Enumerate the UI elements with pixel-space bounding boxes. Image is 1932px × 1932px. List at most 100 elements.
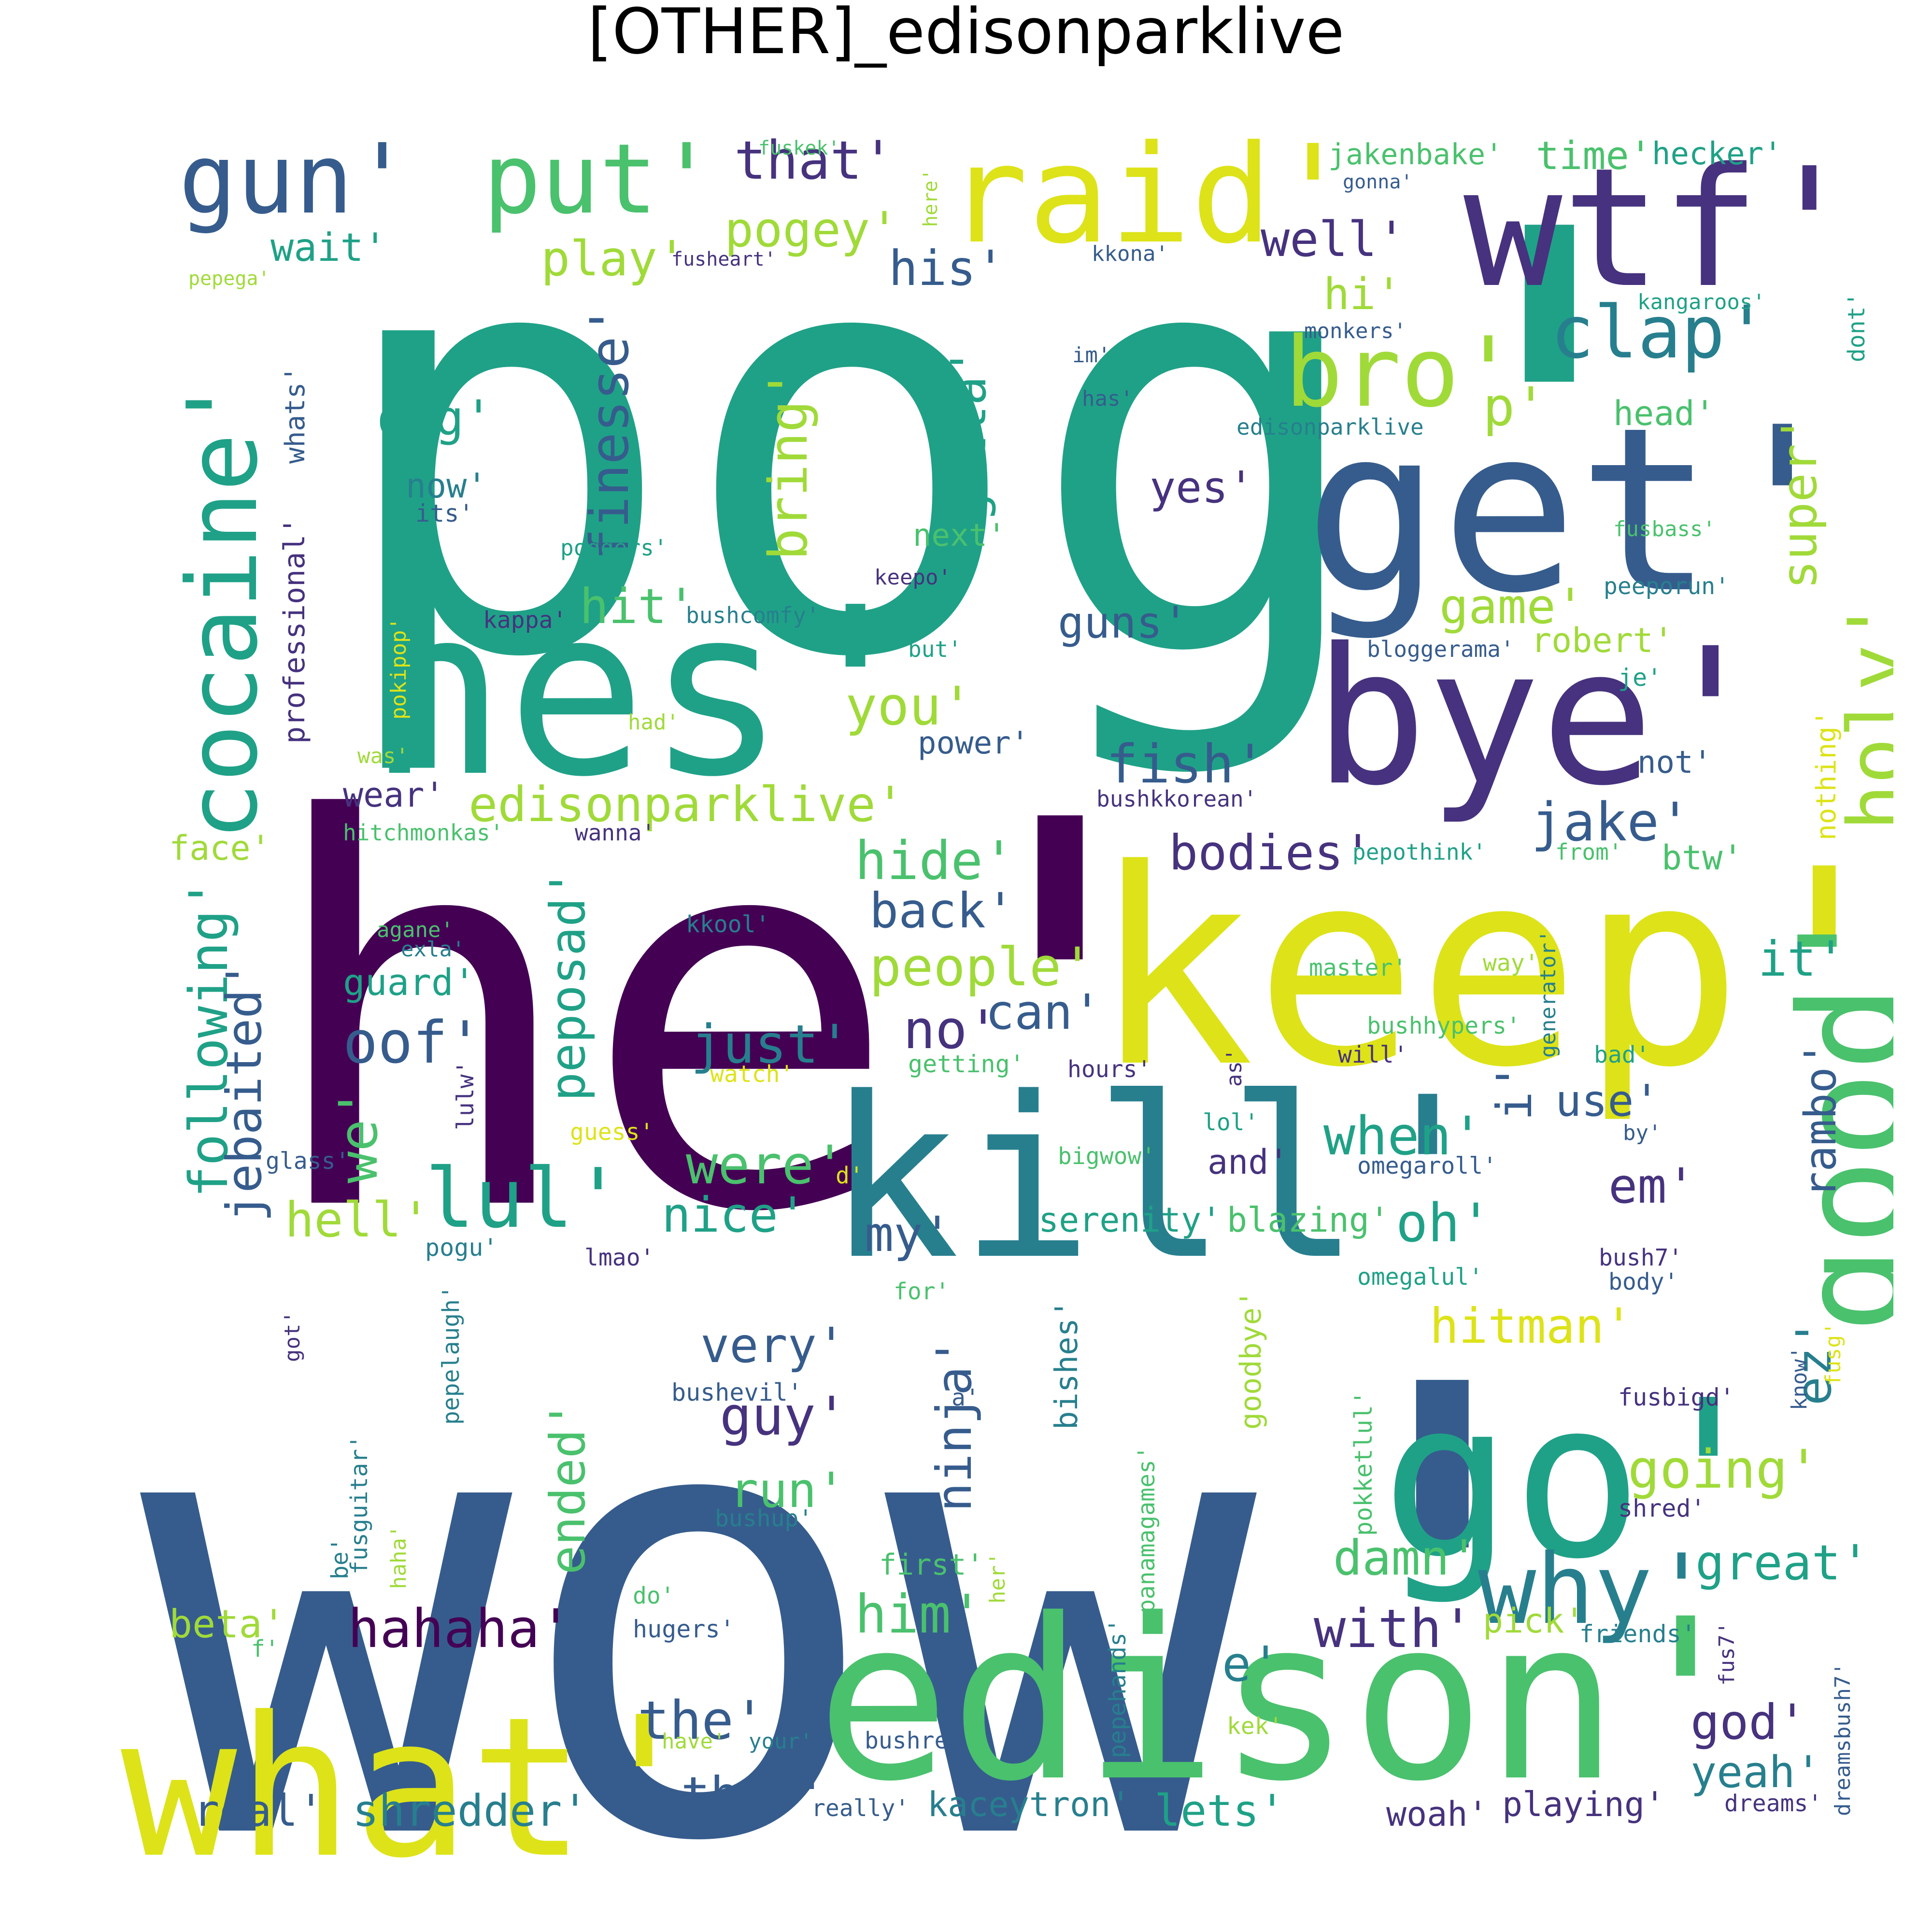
word-oof: oof' — [343, 1009, 483, 1077]
word-kill: kill' — [826, 1050, 1495, 1308]
word-holy: holy' — [1831, 598, 1893, 831]
word-hi: hi' — [1323, 269, 1402, 320]
word-be: be' — [327, 1537, 354, 1579]
word-nothing: nothing' — [1811, 710, 1842, 840]
word-wow: wow' — [140, 1257, 1629, 1884]
word-have: have' — [662, 1729, 725, 1754]
word-p: p' — [1483, 376, 1547, 438]
word-damn: damn' — [1333, 1530, 1478, 1586]
word-finesse: finesse' — [579, 304, 640, 560]
word-great: great' — [1695, 1534, 1870, 1591]
word-f: f' — [251, 1635, 279, 1662]
word-now: now' — [406, 466, 487, 506]
word-hit: hit' — [580, 578, 696, 635]
word-we: we' — [327, 1087, 389, 1183]
word-blazing: blazing' — [1227, 1200, 1390, 1240]
word-real: real' — [193, 1786, 324, 1836]
word-pepothink: pepothink' — [1352, 839, 1486, 865]
word-woah: woah' — [1386, 1794, 1488, 1834]
word-getting: getting' — [908, 1050, 1024, 1078]
word-next: next' — [913, 518, 1006, 554]
word-no: no' — [903, 999, 999, 1061]
word-time: time' — [1536, 133, 1652, 178]
word-why: why' — [1478, 1534, 1711, 1646]
word-can: can' — [985, 984, 1102, 1040]
word-it: it' — [1758, 931, 1846, 987]
word-bodies: bodies' — [1169, 824, 1372, 881]
word-gonna: gonna' — [1343, 171, 1413, 193]
word-agane: agane' — [377, 918, 454, 942]
word-a: a' — [952, 1384, 980, 1411]
word-keepo: keepo' — [874, 565, 951, 590]
word-oh: oh' — [1396, 1192, 1492, 1254]
word-bad: bad' — [1594, 1041, 1650, 1068]
word-with: with' — [1314, 1598, 1474, 1660]
word-guns: guns' — [1058, 597, 1189, 648]
word-hitman: hitman' — [1430, 1298, 1633, 1354]
word-bishes: bishes' — [1049, 1299, 1085, 1430]
word-do: do' — [633, 1582, 675, 1609]
word-fusguitar: fusguitar' — [346, 1435, 373, 1575]
word-power: power' — [918, 725, 1029, 761]
word-will: will' — [1338, 1041, 1408, 1068]
word-peeporun: peeporun' — [1604, 573, 1729, 600]
word-run: run' — [729, 1462, 846, 1519]
word-super: super' — [1771, 415, 1828, 589]
word-bushre: bushre' — [865, 1727, 962, 1754]
word-but: but' — [908, 636, 962, 662]
word-was: was' — [357, 744, 409, 768]
word-ez: ez' — [1786, 1318, 1842, 1406]
word-lmao: lmao' — [584, 1244, 654, 1271]
word-kek: kek' — [1227, 1713, 1283, 1740]
word-ended: ended' — [540, 1400, 596, 1575]
word-hes: hes' — [367, 558, 925, 828]
word-dreams: dreams' — [1724, 1790, 1822, 1817]
word-jakenbake: jakenbake' — [1328, 138, 1503, 171]
word-hecker: hecker' — [1652, 136, 1782, 172]
word-pepega: pepega' — [188, 268, 270, 290]
word-watch: watch' — [710, 1061, 794, 1088]
word-here: here' — [920, 169, 942, 227]
word-he: he' — [261, 710, 1221, 1328]
word-good: good' — [1769, 897, 1893, 1333]
word-bushkkorean: bushkkorean' — [1096, 786, 1257, 812]
word-well: well' — [1261, 211, 1406, 268]
word-kangaroos: kangaroos' — [1637, 290, 1765, 314]
word-guess: guess' — [570, 1119, 653, 1146]
word-following: following' — [178, 878, 240, 1198]
word-what: what' — [121, 1676, 702, 1884]
word-edison: edison' — [816, 1572, 1753, 1830]
word-use: use' — [1555, 1076, 1660, 1126]
word-bush7: bush7' — [1599, 1244, 1682, 1271]
word-kkool: kkool' — [686, 911, 769, 938]
word-hahaha: hahaha' — [348, 1598, 572, 1660]
word-hell: hell' — [285, 1192, 430, 1248]
word-fusbigd: fusbigd' — [1618, 1383, 1734, 1411]
word-her: her' — [985, 1552, 1010, 1604]
word-fish: fish' — [1106, 733, 1266, 795]
word-peposad: peposad' — [540, 868, 596, 1101]
word-just: just' — [691, 1013, 851, 1075]
word-pogu: pogu' — [425, 1234, 498, 1262]
word-ninja: ninja' — [926, 1337, 982, 1512]
word-from: from' — [1555, 839, 1622, 865]
word-the: the' — [638, 1690, 766, 1751]
word-people: people' — [869, 936, 1094, 998]
word-generator: generator' — [1536, 930, 1561, 1058]
word-fusheart: fusheart' — [671, 248, 776, 270]
word-whats: whats' — [280, 366, 311, 464]
word-glass: glass' — [266, 1148, 349, 1175]
word-cloud: pog' wow' he' keep' kill' hes' get' edison' what… — [77, 68, 1893, 1884]
word-fusbass: fusbass' — [1613, 517, 1716, 541]
word-wear: wear' — [343, 775, 445, 815]
word-first: first' — [879, 1548, 984, 1582]
word-omg: omg' — [377, 390, 493, 446]
word-way: way' — [1483, 950, 1539, 977]
word-clap: clap' — [1550, 291, 1769, 375]
word-dreamsbush7: dreamsbush7' — [1831, 1662, 1855, 1816]
word-bushcomfy: bushcomfy' — [686, 602, 820, 628]
word-get: get' — [1304, 379, 1851, 643]
word-e: e' — [1222, 1636, 1280, 1692]
word-as: as' — [1222, 1049, 1247, 1087]
word-pog: pog' — [328, 110, 1724, 784]
